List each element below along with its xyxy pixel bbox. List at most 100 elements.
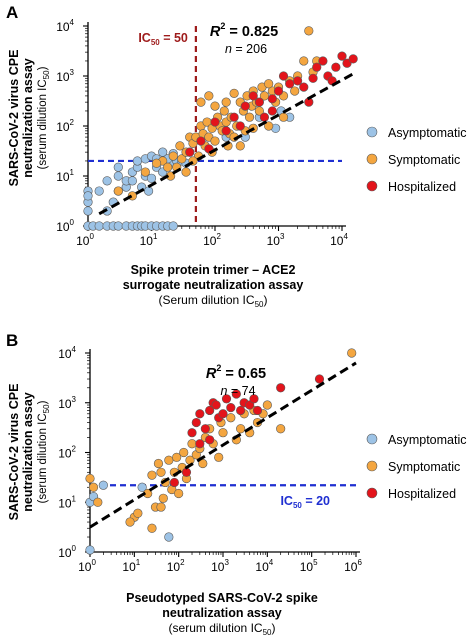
panel-b-point-hospitalized	[276, 383, 286, 393]
panel-b-point-symptomatic	[164, 455, 174, 465]
panel-a-point-hospitalized	[229, 112, 239, 122]
panel-a-ylabel-line2: neutralization assay	[21, 58, 35, 178]
panel-b-point-hospitalized	[218, 409, 228, 419]
panel-b-point-symptomatic	[93, 497, 103, 507]
panel-a-point-symptomatic	[175, 141, 185, 151]
panel-b-x-tick-label: 101	[122, 558, 140, 574]
panel-b-x-tick-label: 100	[78, 558, 96, 574]
panel-b-y-tick-label: 101	[58, 494, 76, 510]
panel-b-n-count: n = 74	[220, 384, 255, 398]
panel-b-x-tick-label: 104	[255, 558, 273, 574]
panel-a-regression-line	[98, 72, 354, 216]
panel-a-point-symptomatic	[304, 26, 314, 36]
panel-a-x-axis-title: Spike protein trimer – ACE2 surrogate ne…	[123, 263, 304, 309]
panel-b-x-axis-title: Pseudotyped SARS-CoV-2 spike neutralizat…	[126, 591, 318, 637]
panel-b-point-hospitalized	[231, 389, 241, 399]
panel-a-point-symptomatic	[210, 136, 220, 146]
panel-a-point-hospitalized	[285, 79, 295, 89]
panel-b-point-hospitalized	[221, 394, 232, 404]
panel-b-point-hospitalized	[191, 417, 201, 428]
panel-b-point-hospitalized	[314, 374, 325, 384]
panel-a-y-axis-title: SARS-CoV-2 virus CPE neutralization assa…	[7, 50, 51, 187]
panel-b-point-hospitalized	[211, 400, 221, 410]
panel-b-legend-marker-asymptomatic	[366, 433, 378, 445]
panel-a-y-tick-label: 104	[56, 18, 74, 34]
panel-b-ylabel-line2: neutralization assay	[21, 392, 35, 512]
panel-a-point-asymptomatic	[113, 171, 123, 181]
panel-a-point-hospitalized	[254, 97, 264, 107]
panel-b-point-hospitalized	[205, 405, 215, 416]
panel-a-xlabel-line3: (Serum dilution IC50)	[159, 293, 268, 309]
panel-a-point-symptomatic	[113, 186, 123, 196]
panel-a-point-hospitalized	[348, 54, 358, 64]
panel-a-legend-label-symptomatic: Symptomatic	[388, 153, 460, 167]
panel-b-point-hospitalized	[205, 435, 215, 445]
panel-b-y-axis-title: SARS-CoV-2 virus CPE neutralization assa…	[7, 384, 51, 521]
panel-a-ic50-label: IC50 = 50	[138, 31, 188, 47]
panel-a-legend-marker-asymptomatic	[366, 126, 378, 138]
panel-a-y-tick-label: 101	[56, 168, 74, 184]
panel-b-plot: 100 101 102 103 104 105 106 100 101 102 103 104 IC50…	[58, 345, 362, 574]
panel-a-point-asymptomatic	[113, 162, 123, 172]
panel-a-point-symptomatic	[244, 112, 255, 122]
panel-a-n-count: n = 206	[225, 42, 267, 56]
panel-a-point-hospitalized	[337, 51, 347, 61]
panel-a-point-asymptomatic	[168, 221, 178, 231]
panel-a-point-hospitalized	[308, 73, 318, 83]
panel-b-point-symptomatic	[226, 413, 236, 423]
panel-b-legend: Asymptomatic Symptomatic Hospitalized	[366, 433, 467, 501]
panel-a-point-hospitalized	[299, 82, 309, 92]
panel-a-point-asymptomatic	[102, 176, 112, 186]
panel-a-letter: A	[6, 3, 18, 22]
panel-a-point-hospitalized	[312, 62, 322, 72]
panel-a-point-symptomatic	[264, 79, 274, 89]
panel-a-x-tick-label: 103	[267, 232, 285, 248]
panel-b-xlabel-line3: (serum dilution IC50)	[169, 621, 276, 637]
panel-b-point-symptomatic	[218, 428, 228, 438]
panel-a-point-hospitalized	[235, 121, 245, 131]
panel-b-legend-label-hospitalized: Hospitalized	[388, 487, 456, 501]
panel-b-x-tick-label: 105	[300, 558, 318, 574]
panel-a-xlabel-line2: surrogate neutralization assay	[123, 278, 304, 292]
panel-a-r-squared: R2 = 0.825	[210, 21, 278, 40]
panel-a-x-tick-label: 101	[140, 232, 158, 248]
panel-b-letter: B	[6, 331, 18, 350]
panel-a-ylabel-line3: (serum dilution IC50)	[37, 66, 51, 169]
panel-b-point-symptomatic	[156, 467, 166, 477]
panel-a-point-symptomatic	[140, 167, 150, 177]
panel-a-point-hospitalized	[210, 117, 220, 127]
panel-a-point-asymptomatic	[83, 191, 93, 201]
panel-a-point-hospitalized	[273, 86, 284, 96]
panel-b-point-asymptomatic	[137, 482, 147, 492]
panel-b-point-hospitalized	[252, 405, 263, 416]
panel-a-point-symptomatic	[204, 91, 214, 101]
panel-a-point-symptomatic	[151, 158, 162, 168]
panel-a-plot: 100 101 102 103 104 100 101 102 103 104 IC50 = 50 R…	[56, 18, 358, 248]
panel-a-legend: Asymptomatic Symptomatic Hospitalized	[366, 126, 467, 194]
panel-b-y-tick-label: 102	[58, 445, 76, 461]
panel-b-legend-label-symptomatic: Symptomatic	[388, 460, 460, 474]
panel-b-point-hospitalized	[236, 405, 246, 416]
panel-a-x-tick-label: 104	[330, 232, 348, 248]
panel-a-legend-label-hospitalized: Hospitalized	[388, 180, 456, 194]
panel-b-point-hospitalized	[195, 409, 205, 419]
panel-b-x-tick-label: 102	[167, 558, 185, 574]
panel-a-ylabel-line1: SARS-CoV-2 virus CPE	[7, 50, 21, 187]
panel-b-point-symptomatic	[156, 502, 166, 512]
panel-b-point-hospitalized	[187, 428, 197, 438]
panel-a-point-asymptomatic	[132, 156, 143, 166]
panel-a-point-asymptomatic	[127, 176, 137, 186]
panel-a-point-asymptomatic	[83, 206, 93, 216]
panel-a-point-hospitalized	[240, 101, 250, 111]
panel-b-regression-line	[89, 361, 357, 529]
panel-b-point-symptomatic	[187, 439, 197, 449]
panel-a-point-symptomatic	[168, 151, 178, 161]
panel-b-point-symptomatic	[236, 424, 246, 434]
panel-a-point-symptomatic	[221, 97, 231, 107]
panel-a-point-symptomatic	[181, 167, 191, 177]
panel-b-point-asymptomatic	[164, 532, 174, 542]
panel-a-point-symptomatic	[196, 97, 206, 107]
panel-a-point-symptomatic	[278, 112, 289, 122]
panel-a-point-asymptomatic	[113, 221, 123, 231]
